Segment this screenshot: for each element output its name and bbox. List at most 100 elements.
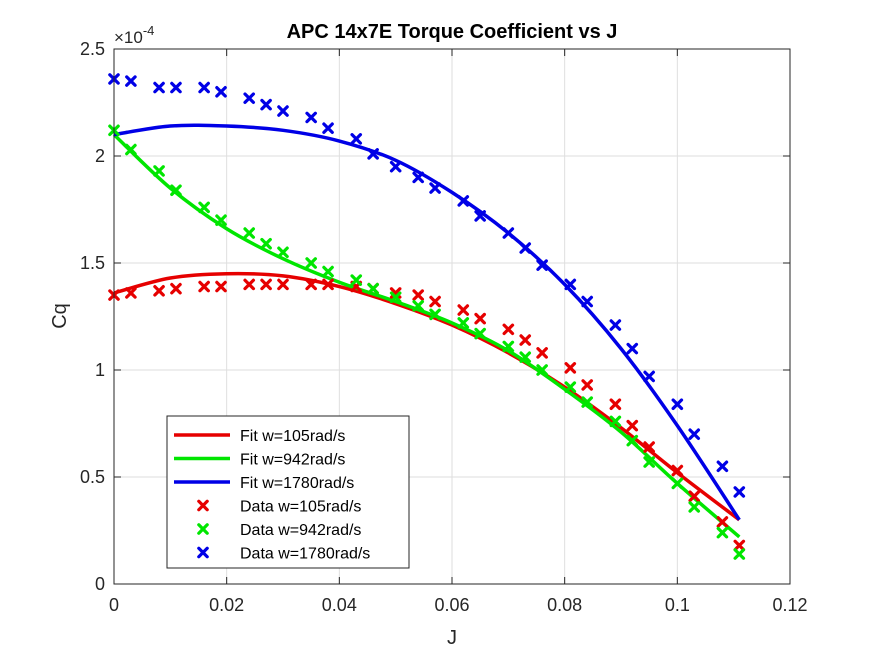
data-point: [125, 75, 137, 87]
data-point: [671, 464, 684, 477]
legend-marker-swatch: [197, 499, 209, 512]
data-point: [474, 327, 486, 340]
data-point: [626, 419, 639, 432]
x-tick-label: 0: [109, 595, 119, 615]
data-point: [305, 257, 317, 269]
data-point: [429, 182, 441, 194]
data-point: [733, 548, 746, 560]
legend-entry-label: Fit w=942rad/s: [240, 452, 345, 469]
data-point: [581, 295, 594, 308]
ticks: 0 0.02 0.04 0.06 0.08 0.1 0.12 0 0.5 1 1.5 2 2.5: [80, 39, 808, 615]
data-point: [716, 526, 729, 539]
x-tick-label: 0.06: [434, 595, 469, 615]
data-point: [322, 122, 334, 134]
legend-marker-swatch: [197, 523, 209, 535]
legend: Fit w=105rad/s Fit w=942rad/s Fit w=1780ra…: [166, 415, 410, 569]
data-point: [643, 370, 655, 383]
data-point: [215, 214, 227, 226]
data-point: [502, 340, 515, 353]
legend-entry-label: Data w=942rad/s: [240, 522, 361, 539]
data-point: [429, 308, 441, 321]
data-point: [581, 396, 594, 408]
data-point: [716, 516, 729, 528]
data-point: [243, 278, 255, 291]
y-tick-label: 1: [95, 360, 105, 380]
data-point: [519, 351, 532, 363]
y-tick-label: 2.5: [80, 39, 105, 59]
data-point: [260, 237, 272, 250]
data-point: [429, 295, 441, 308]
y-exponent-label: ×10-4: [114, 23, 154, 47]
data-point: [367, 282, 379, 295]
legend-entry-label: Data w=1780rad/s: [240, 546, 370, 563]
data-point: [457, 195, 470, 207]
data-point: [215, 85, 227, 98]
data-point: [198, 280, 210, 293]
data-point: [260, 278, 272, 291]
data-point: [367, 148, 379, 160]
data-point: [125, 143, 137, 156]
data-point: [564, 362, 577, 374]
data-point: [519, 242, 532, 254]
data-point: [243, 92, 255, 105]
data-point: [688, 490, 701, 503]
data-point: [305, 111, 317, 124]
data-point: [170, 81, 182, 94]
x-tick-label: 0.08: [547, 595, 582, 615]
data-point: [474, 210, 486, 222]
data-point: [688, 501, 701, 513]
data-point: [198, 201, 210, 214]
legend-entry-label: Data w=105rad/s: [240, 499, 361, 516]
series-layer: [108, 73, 746, 560]
data-point: [350, 133, 363, 145]
data-point: [581, 379, 594, 391]
x-axis-label: J: [447, 627, 457, 649]
data-point: [215, 280, 227, 293]
data-point: [643, 441, 655, 453]
data-point: [502, 323, 515, 336]
fit-line-series-2: [113, 123, 741, 521]
data-point: [671, 398, 684, 411]
data-point: [350, 274, 363, 286]
data-point: [322, 278, 334, 291]
data-point: [564, 381, 577, 393]
data-point: [412, 289, 424, 301]
data-point: [457, 304, 470, 316]
data-point: [322, 265, 334, 278]
data-point: [733, 539, 746, 552]
legend-entry-label: Fit w=105rad/s: [240, 428, 345, 445]
x-tick-label: 0.02: [209, 595, 244, 615]
data-point: [153, 81, 165, 94]
data-point: [389, 160, 402, 173]
data-point: [170, 282, 182, 295]
y-tick-label: 0: [95, 574, 105, 594]
data-point: [412, 171, 424, 184]
data-point: [305, 278, 317, 291]
data-point: [277, 246, 289, 259]
x-tick-label: 0.04: [322, 595, 357, 615]
data-point: [671, 477, 684, 490]
y-tick-label: 2: [95, 146, 105, 166]
data-point: [389, 291, 402, 304]
data-point: [519, 334, 532, 346]
y-tick-label: 0.5: [80, 467, 105, 487]
data-point: [153, 165, 165, 177]
data-point: [733, 486, 746, 498]
data-point: [260, 98, 272, 111]
data-point: [643, 456, 655, 468]
data-point: [457, 317, 470, 329]
chart-title: APC 14x7E Torque Coefficient vs J: [287, 21, 618, 43]
data-point: [609, 398, 622, 411]
data-point: [502, 227, 515, 239]
data-point: [198, 81, 210, 94]
data-point: [688, 428, 701, 440]
data-point: [170, 184, 182, 197]
data-point: [626, 434, 639, 447]
data-point: [536, 347, 548, 359]
data-point: [626, 342, 639, 355]
data-point: [716, 460, 729, 473]
data-point: [474, 312, 486, 325]
data-point: [536, 364, 548, 376]
data-point: [609, 319, 622, 331]
